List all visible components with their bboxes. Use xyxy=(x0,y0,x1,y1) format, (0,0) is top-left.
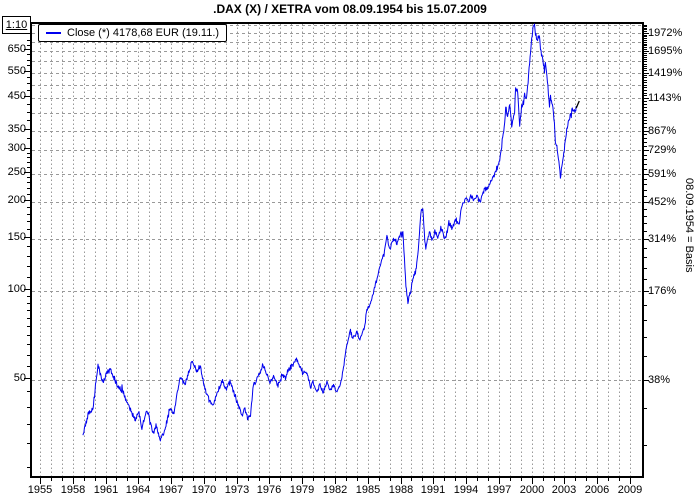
x-axis-year-label: 2000 xyxy=(519,484,545,496)
x-axis-year-label: 1997 xyxy=(486,484,512,496)
x-axis-year-label: 1970 xyxy=(191,484,217,496)
x-axis-year-label: 1958 xyxy=(60,484,86,496)
y-axis-tick-label: 300 xyxy=(7,142,26,154)
x-axis-year-label: 2003 xyxy=(551,484,577,496)
percent-axis-tick-label: 1419% xyxy=(648,67,683,79)
y-axis-tick-label: 50 xyxy=(13,372,26,384)
x-axis-year-label: 1979 xyxy=(289,484,315,496)
x-axis-year-label: 1985 xyxy=(355,484,381,496)
plot-border xyxy=(30,22,644,478)
last-quote-marker xyxy=(575,100,580,109)
y-axis-tick-label: 350 xyxy=(7,123,26,135)
percent-axis-tick-label: 314% xyxy=(648,233,677,245)
chart-title: .DAX (X) / XETRA vom 08.09.1954 bis 15.0… xyxy=(213,2,487,16)
x-axis-year-label: 1973 xyxy=(224,484,250,496)
x-axis-year-label: 2006 xyxy=(584,484,610,496)
percent-axis-tick-label: 38% xyxy=(648,374,671,386)
percent-axis-tick-label: 591% xyxy=(648,168,677,180)
y-axis-tick-label: 250 xyxy=(7,166,26,178)
percent-axis-tick-label: 1972% xyxy=(648,27,683,39)
percent-axis-tick-label: 867% xyxy=(648,125,677,137)
x-axis-year-label: 1967 xyxy=(158,484,184,496)
percent-axis-tick-label: 729% xyxy=(648,144,677,156)
y-axis-tick-label: 100 xyxy=(7,283,26,295)
percent-axis-tick-label: 176% xyxy=(648,285,677,297)
x-axis-year-label: 1955 xyxy=(27,484,53,496)
x-axis-year-label: 1988 xyxy=(388,484,414,496)
y-axis-tick-label: 550 xyxy=(7,65,26,77)
y-axis-tick-label: 200 xyxy=(7,194,26,206)
y-axis-tick-label: 150 xyxy=(7,231,26,243)
legend-line-swatch-icon xyxy=(46,32,61,34)
x-axis-year-label: 1961 xyxy=(93,484,119,496)
scale-ratio-label: 1:10 xyxy=(5,19,28,31)
x-axis-year-label: 1991 xyxy=(420,484,446,496)
legend-box: Close (*) 4178,68 EUR (19.11.) xyxy=(38,24,228,42)
percent-axis-tick-label: 1143% xyxy=(648,92,682,104)
x-axis-year-label: 1964 xyxy=(125,484,151,496)
y-axis-tick-label: 650 xyxy=(7,43,26,55)
legend-series-label: Close (*) 4178,68 EUR (19.11.) xyxy=(67,27,220,39)
x-axis-year-label: 1994 xyxy=(453,484,479,496)
x-axis-year-label: 1982 xyxy=(322,484,348,496)
x-axis-year-label: 1976 xyxy=(256,484,282,496)
scale-ratio-box: 1:10 xyxy=(2,16,31,34)
percent-axis-tick-label: 1695% xyxy=(648,45,683,57)
y-axis-tick-label: 450 xyxy=(7,90,26,102)
x-axis-year-label: 2009 xyxy=(617,484,643,496)
percent-axis-tick-label: 452% xyxy=(648,196,677,208)
price-line xyxy=(82,23,577,442)
right-axis-basis-note: 08.09.1954 = Basis xyxy=(683,178,695,273)
